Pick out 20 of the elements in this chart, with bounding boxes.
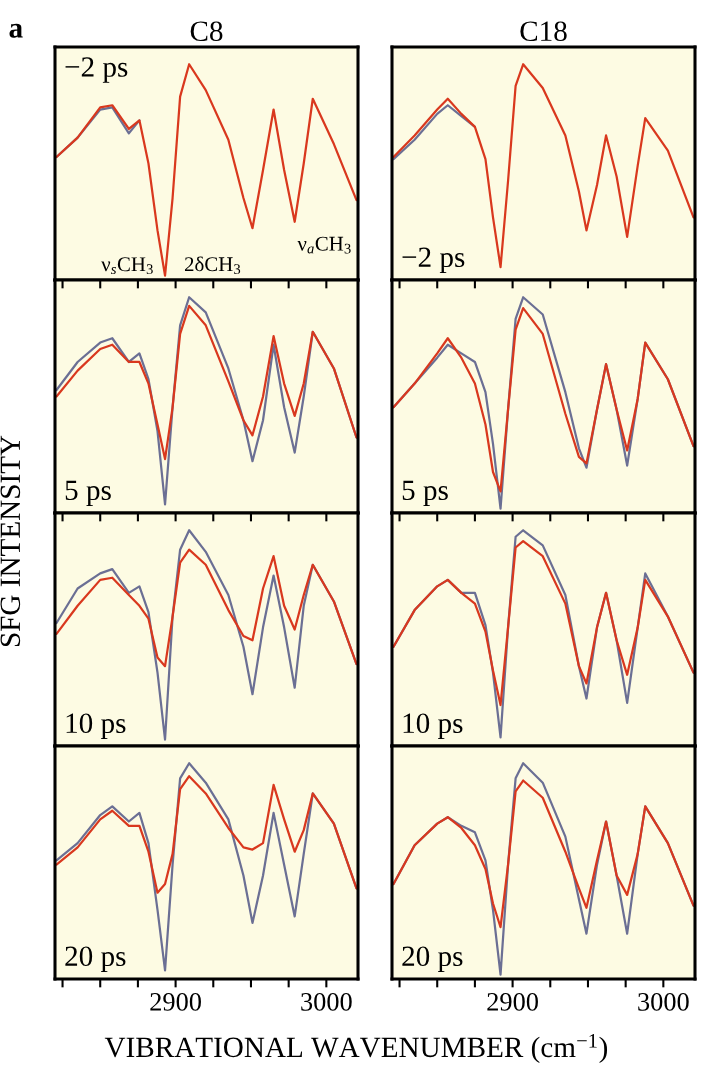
chart-title: C18 [520, 21, 567, 42]
x-tick-label: 2900 [150, 992, 201, 1011]
annotation: ν$_{s}$CH$_{3}$ [101, 257, 153, 275]
annotation: 10 ps [66, 713, 126, 740]
text: a [9, 23, 23, 38]
x-axis-title: VIBRATIONAL WAVENUMBER (cm$^{−1}$) [104, 1034, 608, 1064]
annotation: −2 ps [65, 57, 128, 83]
annotation: 20 ps [402, 946, 463, 973]
annotation: ν$_{a}$CH$_{3}$ [297, 236, 351, 254]
x-tick-label: 3000 [638, 992, 689, 1011]
annotation: 2δCH$_{3}$ [184, 256, 241, 274]
chart-title: C8 [190, 21, 223, 42]
x-tick-label: 2900 [487, 992, 538, 1011]
annotation: 10 ps [403, 713, 463, 740]
annotation: −2 ps [402, 247, 465, 274]
annotation: 5 ps [402, 480, 448, 507]
x-tick-label: 3000 [301, 992, 352, 1011]
annotation: 20 ps [65, 946, 126, 973]
annotation: 5 ps [65, 480, 111, 507]
y-axis-title: SFG INTENSITY [0, 435, 21, 647]
